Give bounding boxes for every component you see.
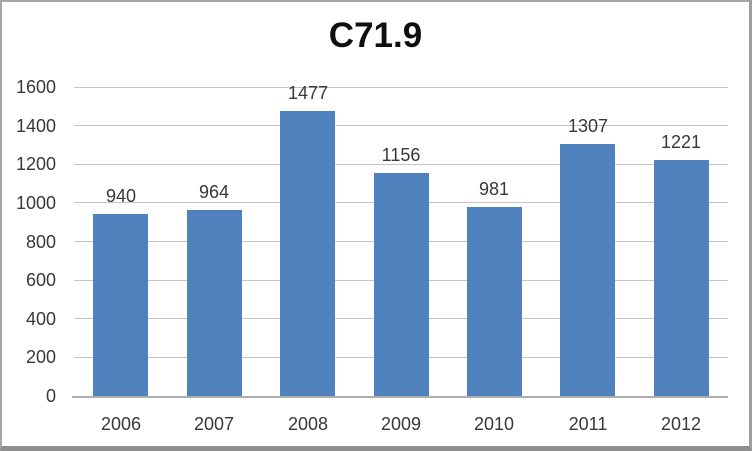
x-tick-label: 2007 (193, 414, 235, 434)
bar-value-label: 1477 (287, 83, 329, 103)
chart-title: C71.9 (328, 16, 423, 55)
bar-value-label: 1156 (381, 145, 421, 165)
y-tick-label: 800 (25, 231, 56, 252)
plot-area: 0 200 400 600 800 1000 1200 1400 1600 940 2006 964 2… (2, 2, 749, 446)
gridline (74, 163, 728, 165)
bar (467, 206, 522, 396)
x-tick-label: 2011 (568, 414, 608, 434)
bar (654, 160, 709, 396)
bar-value-label: 1221 (660, 132, 702, 152)
y-tick-label: 200 (25, 347, 56, 368)
x-tick-label: 2008 (287, 414, 329, 434)
bar-value-label: 964 (198, 182, 230, 202)
y-tick-label: 0 (45, 386, 56, 406)
bar (93, 214, 148, 396)
gridline (74, 86, 728, 88)
y-tick-label: 1400 (15, 115, 56, 136)
x-tick-label: 2010 (473, 414, 515, 434)
y-tick-label: 400 (25, 308, 56, 329)
y-tick-label: 1000 (15, 192, 56, 213)
bar-value-label: 1307 (567, 116, 609, 136)
bar (187, 209, 242, 396)
bar (560, 143, 615, 396)
bar (374, 172, 429, 396)
y-tick-label: 1200 (15, 154, 56, 175)
bar-value-label: 981 (478, 179, 510, 199)
gridline (74, 125, 728, 127)
bar (280, 110, 335, 396)
y-tick-label: 600 (25, 270, 56, 291)
y-tick-label: 1600 (15, 77, 56, 97)
x-axis-line (72, 396, 728, 398)
x-tick-label: 2012 (660, 414, 702, 434)
bar-value-label: 940 (105, 186, 137, 206)
x-tick-label: 2006 (100, 414, 142, 434)
x-tick-label: 2009 (380, 414, 422, 434)
